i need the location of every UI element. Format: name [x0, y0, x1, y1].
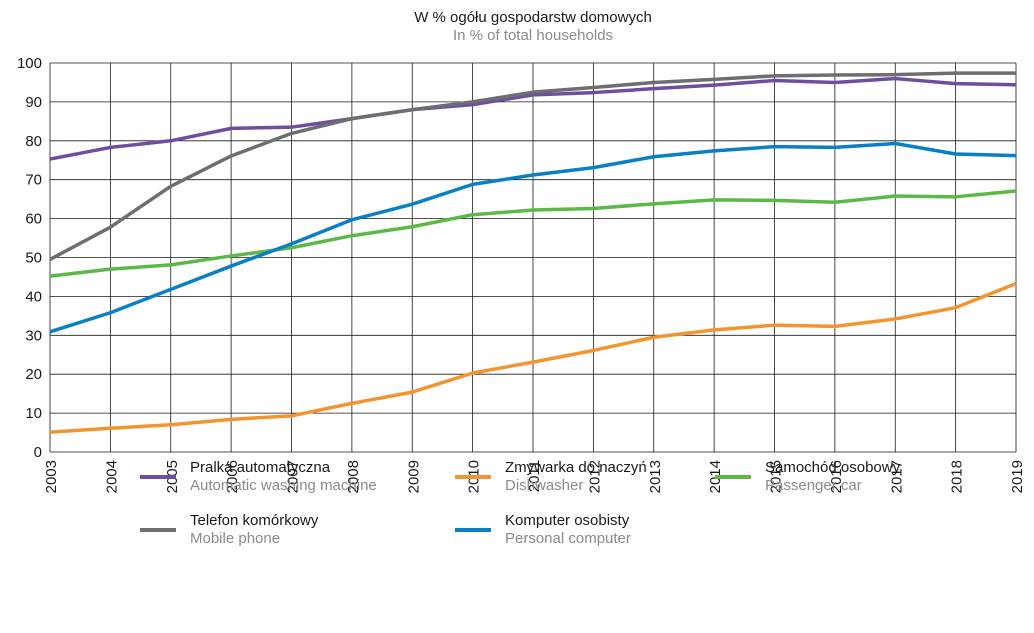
- y-tick-label: 80: [25, 133, 42, 150]
- chart-title: W % ogółu gospodarstw domowych: [414, 9, 652, 26]
- legend-label: Telefon komórkowy: [190, 512, 319, 529]
- y-tick-label: 30: [25, 327, 42, 344]
- x-tick-label: 2016: [828, 460, 845, 493]
- x-tick-label: 2008: [345, 460, 362, 493]
- x-tick-label: 2018: [949, 460, 966, 493]
- x-tick-label: 2011: [526, 460, 543, 492]
- legend-label-en: Personal computer: [505, 530, 631, 547]
- x-tick-label: 2017: [888, 460, 905, 493]
- series-line: [49, 141, 1017, 334]
- series-line: [49, 281, 1017, 434]
- legend-label: Samochód osobowy: [765, 459, 901, 476]
- x-tick-label: 2004: [103, 460, 120, 493]
- x-tick-label: 2019: [1009, 460, 1026, 493]
- legend-label-en: Mobile phone: [190, 530, 280, 547]
- y-tick-label: 20: [25, 366, 42, 383]
- legend-label: Zmywarka do naczyń: [505, 459, 647, 476]
- x-tick-label: 2013: [647, 460, 664, 493]
- y-tick-label: 90: [25, 94, 42, 111]
- y-tick-label: 40: [25, 288, 42, 305]
- x-tick-label: 2012: [586, 460, 603, 493]
- legend-label-en: Automatic washing machine: [190, 477, 377, 494]
- series-line: [49, 189, 1017, 278]
- y-tick-label: 70: [25, 172, 42, 189]
- x-tick-label: 2006: [224, 460, 241, 493]
- legend-label: Pralka automatyczna: [190, 459, 331, 476]
- y-tick-label: 100: [17, 55, 42, 72]
- x-tick-label: 2015: [768, 460, 785, 493]
- x-tick-label: 2009: [405, 460, 422, 493]
- legend-label-en: Passenger car: [765, 477, 862, 494]
- series-line: [49, 76, 1017, 161]
- x-tick-label: 2003: [43, 460, 60, 493]
- legend-label: Komputer osobisty: [505, 512, 630, 529]
- y-tick-label: 0: [34, 444, 42, 461]
- series-line: [49, 71, 1016, 261]
- x-tick-label: 2007: [285, 460, 302, 493]
- y-tick-label: 50: [25, 250, 42, 267]
- chart-subtitle: In % of total households: [453, 27, 613, 44]
- y-tick-label: 10: [25, 405, 42, 422]
- legend-label-en: Dishwasher: [505, 477, 583, 494]
- y-tick-label: 60: [25, 211, 42, 228]
